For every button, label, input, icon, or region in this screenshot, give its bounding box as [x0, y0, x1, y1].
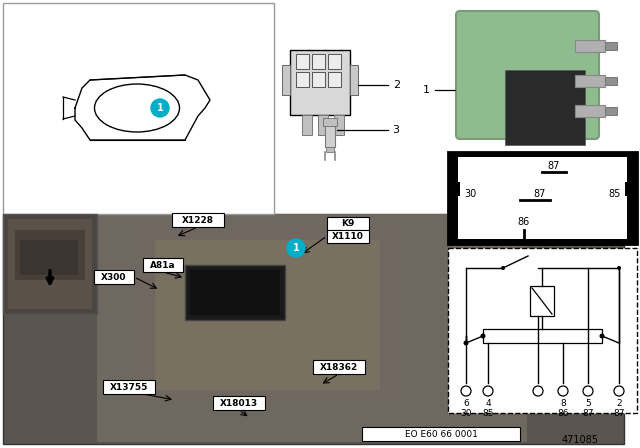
Bar — [458, 157, 627, 239]
Text: 6: 6 — [463, 399, 469, 408]
Bar — [350, 65, 358, 95]
Bar — [296, 54, 309, 69]
Text: 86: 86 — [518, 217, 530, 227]
Bar — [190, 270, 280, 315]
Text: 85: 85 — [609, 189, 621, 199]
Bar — [20, 240, 78, 275]
Circle shape — [583, 386, 593, 396]
Bar — [15, 230, 85, 280]
Text: X13755: X13755 — [110, 383, 148, 392]
Bar — [94, 270, 134, 284]
Bar — [326, 147, 334, 152]
Text: A81a: A81a — [150, 260, 176, 270]
Bar — [575, 105, 605, 117]
Bar — [97, 214, 527, 442]
Bar — [325, 125, 335, 147]
Text: X18362: X18362 — [320, 362, 358, 371]
Bar — [327, 230, 369, 243]
Bar — [312, 72, 325, 87]
Bar — [155, 240, 380, 390]
Circle shape — [483, 386, 493, 396]
Text: 1: 1 — [423, 85, 430, 95]
Circle shape — [617, 266, 621, 270]
Bar — [3, 3, 274, 214]
Bar — [302, 115, 312, 135]
Bar — [334, 115, 344, 135]
Circle shape — [558, 386, 568, 396]
Text: 5: 5 — [585, 399, 591, 408]
Circle shape — [151, 99, 169, 117]
Text: 471085: 471085 — [561, 435, 598, 445]
Text: 30: 30 — [464, 189, 476, 199]
Text: 30: 30 — [460, 409, 472, 418]
Circle shape — [463, 340, 468, 345]
Text: 86: 86 — [557, 409, 569, 418]
Text: 2: 2 — [393, 80, 400, 90]
FancyBboxPatch shape — [456, 11, 599, 139]
Bar — [483, 329, 602, 343]
Bar — [605, 77, 617, 85]
Text: 85: 85 — [483, 409, 493, 418]
Circle shape — [481, 333, 486, 339]
Bar — [605, 107, 617, 115]
Bar — [323, 118, 337, 126]
Ellipse shape — [95, 84, 179, 132]
Bar — [213, 396, 265, 410]
Bar — [282, 65, 290, 95]
Bar — [143, 258, 183, 272]
Text: X1228: X1228 — [182, 215, 214, 224]
Bar — [448, 152, 637, 244]
Bar — [575, 40, 605, 52]
Bar — [313, 360, 365, 374]
Circle shape — [600, 333, 605, 339]
Circle shape — [533, 386, 543, 396]
Text: X1110: X1110 — [332, 232, 364, 241]
Text: X18013: X18013 — [220, 399, 258, 408]
Bar — [318, 115, 328, 135]
Bar — [328, 54, 341, 69]
Bar — [530, 286, 554, 316]
Bar — [3, 214, 97, 314]
Circle shape — [614, 386, 624, 396]
Text: X300: X300 — [101, 272, 127, 281]
Bar — [312, 54, 325, 69]
Bar — [3, 214, 624, 444]
Bar — [296, 72, 309, 87]
Text: 2: 2 — [616, 399, 622, 408]
Bar — [605, 42, 617, 50]
Text: 4: 4 — [485, 399, 491, 408]
Bar — [327, 217, 369, 230]
Bar — [505, 70, 585, 145]
Bar — [8, 219, 92, 309]
Text: 1: 1 — [157, 103, 163, 113]
Circle shape — [287, 239, 305, 257]
Text: 87: 87 — [534, 189, 546, 199]
Text: 8: 8 — [560, 399, 566, 408]
Bar — [103, 380, 155, 394]
Bar — [328, 72, 341, 87]
Bar — [448, 182, 460, 196]
Text: 87: 87 — [613, 409, 625, 418]
Circle shape — [501, 266, 505, 270]
Text: 1: 1 — [292, 243, 300, 253]
Bar — [575, 75, 605, 87]
Bar — [290, 50, 350, 115]
Circle shape — [461, 386, 471, 396]
Text: K9: K9 — [341, 219, 355, 228]
Bar — [448, 248, 637, 413]
Bar — [625, 182, 637, 196]
Text: EO E60 66 0001: EO E60 66 0001 — [404, 430, 477, 439]
Text: 3: 3 — [392, 125, 399, 135]
Bar — [362, 427, 520, 441]
Bar — [185, 265, 285, 320]
Text: 87: 87 — [582, 409, 594, 418]
Bar — [172, 213, 224, 227]
Text: 87: 87 — [548, 161, 560, 171]
Bar — [140, 230, 400, 400]
